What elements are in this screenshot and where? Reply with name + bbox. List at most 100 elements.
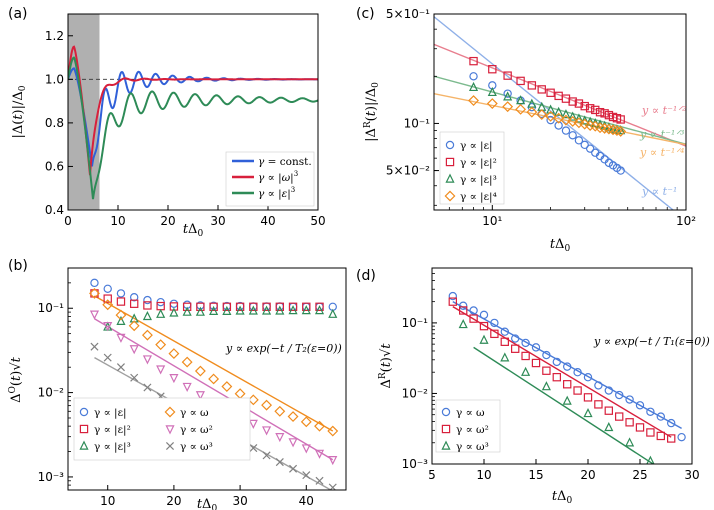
data-point	[314, 305, 325, 315]
fit-line	[473, 346, 655, 464]
legend-marker	[445, 157, 455, 167]
legend-entry: γ ∝ |ε|³	[94, 441, 131, 454]
data-point	[194, 365, 206, 377]
data-point	[541, 381, 551, 391]
data-point	[646, 428, 655, 437]
data-point	[468, 81, 479, 92]
data-point	[116, 315, 126, 326]
tick-label: 10⁻¹	[404, 116, 431, 130]
data-point	[459, 306, 468, 315]
data-point	[635, 401, 645, 410]
data-point	[249, 444, 258, 453]
data-point	[500, 352, 510, 362]
data-point	[516, 76, 525, 86]
data-point	[155, 339, 167, 351]
data-point	[156, 308, 166, 318]
data-point	[616, 115, 625, 124]
data-point	[573, 117, 585, 129]
legend: γ ∝ |ε| γ ∝ |ε|² γ ∝ |ε|³ γ ∝ ω γ ∝ ω² γ ∝ ω³	[73, 397, 251, 461]
fit-label: y ∝ t⁻¹ᐟ³	[639, 128, 684, 141]
data-point	[595, 107, 605, 117]
data-point	[604, 386, 614, 395]
data-point	[129, 293, 139, 302]
data-point	[607, 124, 619, 136]
legend-entry: γ ∝ ω²	[180, 424, 213, 436]
data-point	[516, 95, 526, 105]
data-point	[594, 381, 603, 390]
data-point	[168, 348, 180, 360]
data-point	[656, 431, 666, 441]
data-point	[625, 418, 634, 427]
y-axis-label: |ΔR(t)|/Δ0	[363, 82, 381, 142]
data-point	[102, 299, 114, 311]
data-point	[615, 390, 624, 400]
data-point	[479, 334, 489, 344]
data-point	[616, 166, 625, 175]
tick-label: 10⁻²	[38, 386, 65, 400]
data-point	[515, 103, 527, 115]
data-point	[103, 284, 112, 294]
data-point	[580, 101, 589, 111]
data-point	[562, 380, 572, 389]
data-point	[116, 333, 126, 343]
data-point	[182, 302, 192, 312]
data-point	[616, 125, 626, 135]
data-point	[502, 101, 514, 113]
data-point	[561, 109, 571, 119]
data-point	[327, 425, 339, 437]
data-point	[275, 302, 285, 312]
legend-marker	[441, 407, 451, 417]
data-point	[115, 309, 127, 321]
data-point	[500, 327, 509, 336]
data-point	[302, 471, 311, 480]
legend-entry: γ ∝ ω²	[456, 424, 489, 436]
data-point	[458, 319, 468, 329]
data-point	[209, 305, 219, 315]
data-point	[488, 65, 497, 74]
data-point	[289, 464, 298, 473]
data-point	[248, 305, 258, 315]
tick-label: 10¹	[482, 214, 502, 228]
data-point	[646, 455, 655, 464]
tick-label: 50	[310, 214, 325, 228]
fit-label: y ∝ t⁻¹ᐟ²	[641, 104, 686, 117]
tick-label: 5×10⁻¹	[386, 7, 430, 21]
data-point	[583, 393, 593, 402]
tick-label: 10	[110, 214, 125, 228]
data-point	[302, 302, 311, 312]
data-point	[546, 104, 556, 114]
data-point	[328, 456, 338, 466]
data-point	[552, 372, 562, 382]
tick-label: 0.4	[45, 203, 64, 217]
data-point	[503, 71, 512, 80]
tick-label: 10⁻¹	[38, 301, 65, 315]
data-point	[314, 420, 325, 432]
legend-marker	[445, 173, 455, 183]
tick-label: 5×10⁻²	[386, 164, 430, 178]
x-axis-label: tΔ0	[183, 222, 204, 239]
panel-d: 5 10 15 20 25 30 10⁻³ 10⁻² 10⁻¹ tΔ0 ΔR(t)√t y ∝ …	[378, 267, 710, 506]
tick-label: 30	[684, 468, 699, 482]
legend-entry: γ = const.	[258, 156, 312, 168]
series-line	[68, 45, 318, 176]
legend-entry: γ ∝ |ε|²	[460, 157, 497, 170]
data-point	[546, 88, 555, 97]
data-point	[129, 299, 139, 308]
data-point	[561, 126, 571, 135]
annotation: y ∝ exp(−t / T₁(ε=0))	[593, 335, 710, 348]
data-point	[580, 140, 589, 150]
data-point	[469, 56, 478, 66]
data-point	[143, 383, 152, 392]
data-point	[580, 115, 590, 125]
data-point	[261, 399, 273, 411]
fit-line	[94, 318, 334, 461]
data-point	[583, 372, 593, 382]
fit-line	[434, 43, 686, 147]
legend-marker	[79, 440, 89, 450]
data-point	[526, 106, 538, 118]
axes-frame	[433, 13, 687, 211]
tick-label: 40	[299, 494, 314, 508]
legend-marker	[441, 440, 451, 450]
data-point	[196, 302, 205, 312]
legend-entry: γ ∝ |ε|²	[94, 424, 131, 437]
